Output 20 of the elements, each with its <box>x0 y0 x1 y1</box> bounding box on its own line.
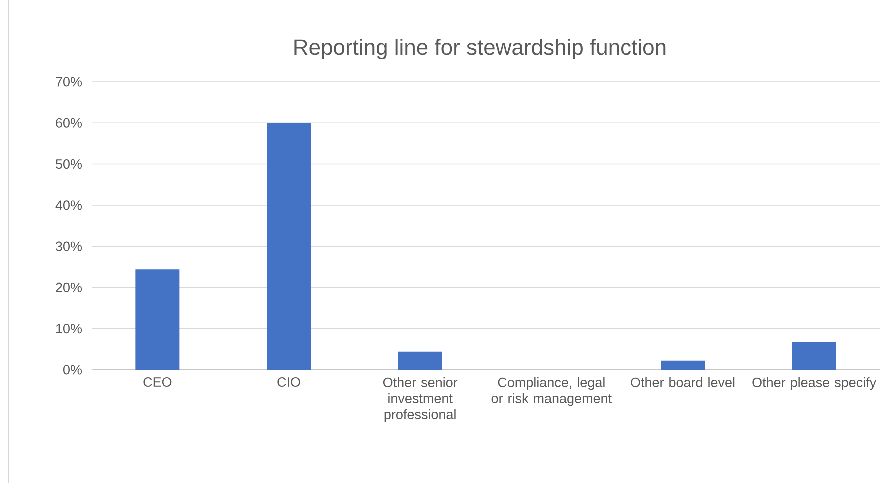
x-tick-label: Other senior investment professional <box>383 378 458 422</box>
bar <box>661 360 706 370</box>
y-tick-label: 30% <box>56 242 82 252</box>
y-tick-label: 70% <box>56 77 82 87</box>
bar <box>136 270 180 370</box>
x-tick-label: Other board level <box>631 378 735 388</box>
x-tick-label: Other please specify <box>752 378 877 390</box>
chart-title: Reporting line for stewardship function <box>294 39 666 60</box>
y-tick-label: 20% <box>56 282 82 292</box>
y-tick-label: 40% <box>56 200 82 210</box>
x-tick-label: CEO <box>144 378 172 388</box>
bar <box>267 123 312 370</box>
y-tick-label: 10% <box>56 324 82 334</box>
x-tick-label: Compliance, legal or risk management <box>492 378 612 406</box>
x-tick-label: CIO <box>278 378 300 388</box>
y-tick-label: 60% <box>56 118 82 128</box>
y-tick-label: 50% <box>56 160 82 170</box>
y-tick-label: 0% <box>64 365 82 375</box>
bar <box>398 352 442 370</box>
bar <box>792 342 836 370</box>
